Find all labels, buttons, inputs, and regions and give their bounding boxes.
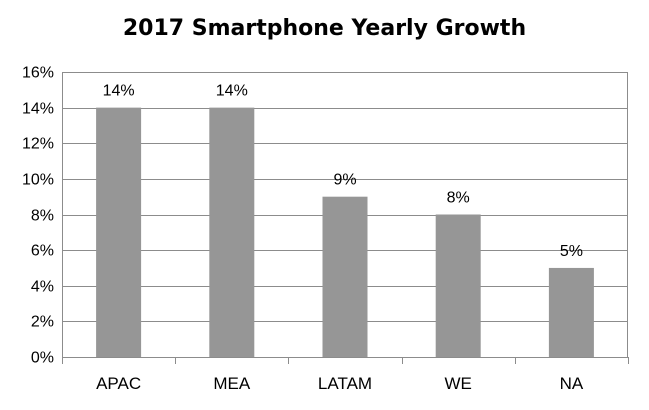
value-label: 14% bbox=[103, 83, 135, 100]
y-tick-label: 2% bbox=[31, 314, 54, 331]
value-label: 9% bbox=[333, 172, 356, 189]
y-tick-label: 6% bbox=[31, 243, 54, 260]
bar-we bbox=[435, 214, 481, 357]
y-tick-label: 14% bbox=[22, 101, 54, 118]
x-category-label: APAC bbox=[96, 374, 141, 393]
bar-latam bbox=[322, 196, 368, 357]
value-label: 8% bbox=[447, 190, 470, 207]
y-tick-label: 10% bbox=[22, 172, 54, 189]
bar-mea bbox=[209, 107, 255, 357]
y-tick-label: 0% bbox=[31, 350, 54, 367]
chart-title: 2017 Smartphone Yearly Growth bbox=[122, 16, 527, 41]
x-category-label: WE bbox=[445, 374, 472, 393]
value-label: 14% bbox=[216, 83, 248, 100]
bar-apac bbox=[96, 107, 142, 357]
x-category-label: NA bbox=[560, 374, 584, 393]
y-tick-label: 4% bbox=[31, 279, 54, 296]
value-label: 5% bbox=[560, 243, 583, 260]
bar-na bbox=[548, 267, 594, 357]
x-category-label: LATAM bbox=[318, 374, 372, 393]
y-tick-label: 12% bbox=[22, 136, 54, 153]
x-category-label: MEA bbox=[213, 374, 251, 393]
y-tick-label: 16% bbox=[22, 65, 54, 82]
y-tick-label: 8% bbox=[31, 208, 54, 225]
